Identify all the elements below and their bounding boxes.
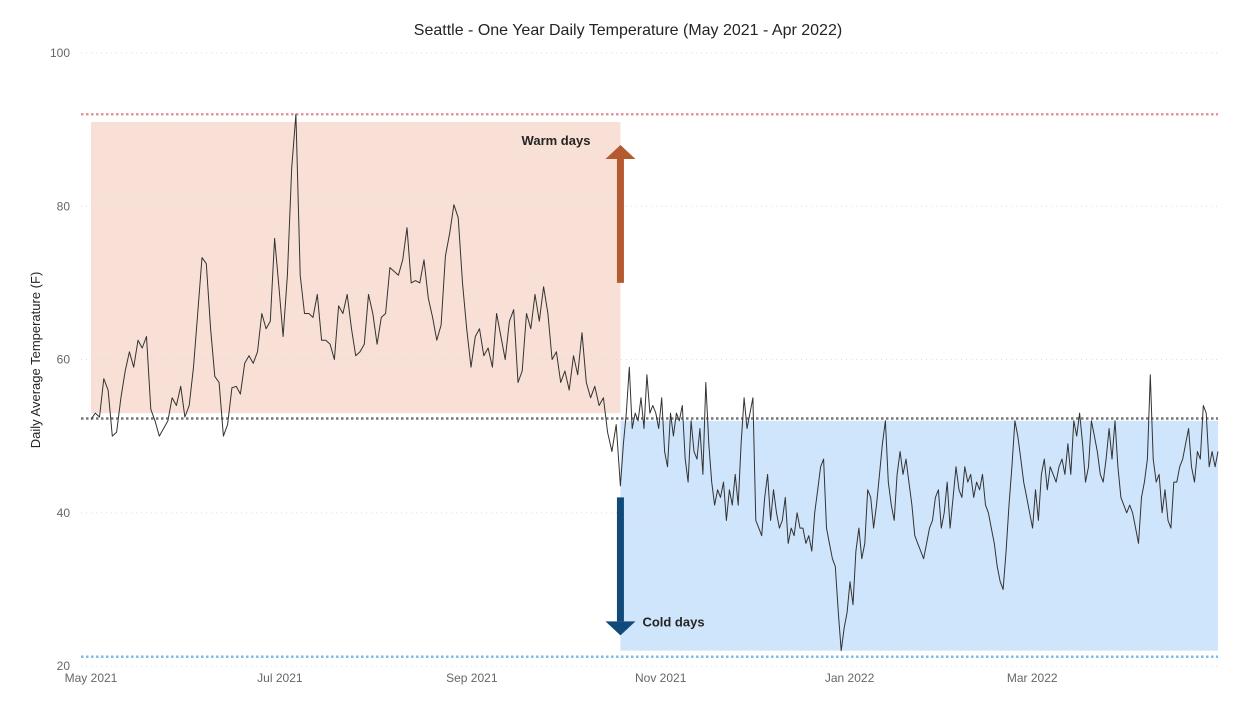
- chart-title: Seattle - One Year Daily Temperature (Ma…: [414, 22, 842, 39]
- warm-days-label: Warm days: [522, 133, 591, 148]
- y-tick-label: 100: [50, 46, 70, 60]
- y-tick-label: 80: [57, 199, 71, 213]
- warm-band: [91, 121, 621, 414]
- x-tick-label: Mar 2022: [1007, 671, 1058, 685]
- x-tick-label: Sep 2021: [446, 671, 498, 685]
- x-tick-label: May 2021: [65, 671, 118, 685]
- y-tick-label: 20: [57, 659, 71, 673]
- cold-band: [620, 420, 1218, 651]
- temperature-line: [90, 113, 1219, 652]
- y-axis-title: Daily Average Temperature (F): [28, 272, 43, 449]
- x-tick-label: Jan 2022: [825, 671, 875, 685]
- y-tick-label: 40: [57, 506, 71, 520]
- x-tick-label: Jul 2021: [257, 671, 303, 685]
- x-tick-label: Nov 2021: [635, 671, 687, 685]
- y-tick-label: 60: [57, 353, 71, 367]
- cold-days-arrow-head: [605, 621, 636, 636]
- warm-days-arrow-head: [605, 144, 636, 159]
- cold-days-label: Cold days: [642, 614, 704, 629]
